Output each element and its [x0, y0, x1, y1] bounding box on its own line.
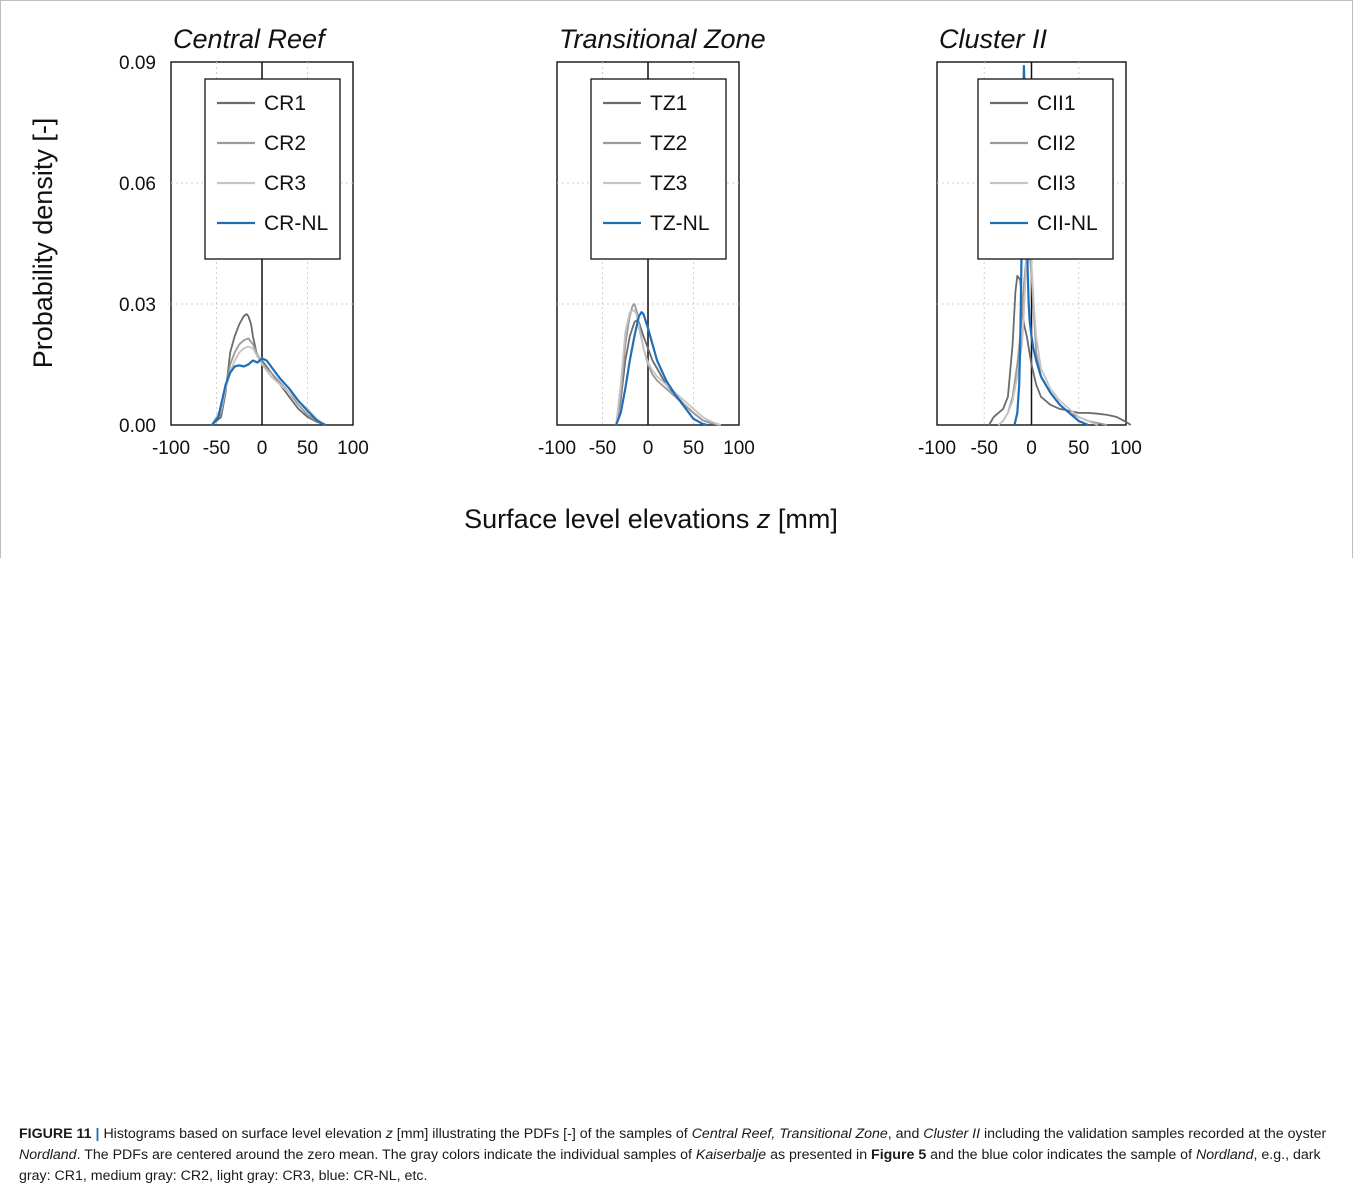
caption-fragment: Figure 5 [871, 1147, 927, 1163]
series-line-cr1 [211, 313, 326, 426]
caption-fragment: including the validation samples recorde… [980, 1126, 1327, 1142]
x-tick-label: -50 [971, 438, 998, 459]
x-tick-label: -50 [589, 438, 616, 459]
caption-fragment: Histograms based on surface level elevat… [103, 1126, 386, 1142]
x-axis-label-part: Surface level elevations [464, 504, 757, 534]
legend-label: CR-NL [264, 212, 328, 235]
y-tick-label: 0.00 [119, 416, 156, 437]
caption-fragment: as presented in [766, 1147, 872, 1163]
caption-fragment: z [385, 1126, 393, 1142]
caption-area: FIGURE 11 | Histograms based on surface … [0, 558, 1353, 1184]
x-tick-label: -100 [538, 438, 576, 459]
legend-label: CR3 [264, 172, 306, 195]
caption-fragment: . The PDFs are centered around the zero … [76, 1147, 696, 1163]
legend-label: CII1 [1037, 92, 1076, 115]
y-tick-label: 0.06 [119, 174, 156, 195]
y-axis-label: Probability density [-] [28, 118, 58, 369]
x-tick-label: 0 [1026, 438, 1037, 459]
series-line-tz3 [615, 309, 722, 426]
x-tick-label: 50 [297, 438, 318, 459]
caption-fragment: Cluster II [923, 1126, 981, 1142]
x-tick-label: 50 [683, 438, 704, 459]
histogram-chart: Central Reef -100 -50 0 50 100 CR1 CR2 CR3 CR-NL T… [28, 24, 1142, 534]
x-axis-label-part: [mm] [770, 504, 838, 534]
legend-label: TZ-NL [650, 212, 710, 235]
legend-label: CR1 [264, 92, 306, 115]
series-line-cr-nl [211, 357, 327, 427]
panel-title: Central Reef [173, 24, 327, 54]
legend-label: CR2 [264, 132, 306, 155]
x-tick-label: 0 [257, 438, 268, 459]
legend-label: CII3 [1037, 172, 1076, 195]
series-line-cii1 [988, 274, 1132, 426]
series-line-tz-nl [615, 311, 708, 427]
caption-body: Histograms based on surface level elevat… [19, 1126, 1326, 1184]
x-tick-label: -100 [918, 438, 956, 459]
caption-fragment: Nordland [19, 1147, 77, 1163]
legend-label: CII-NL [1037, 212, 1098, 235]
x-axis-label-part: z [756, 504, 771, 534]
x-tick-label: 0 [643, 438, 654, 459]
caption-label: FIGURE 11 [19, 1126, 92, 1142]
caption-fragment: Nordland [1195, 1147, 1254, 1163]
legend-box [590, 78, 727, 260]
x-axis-label: Surface level elevations z [mm] [464, 504, 838, 534]
x-tick-label: 100 [723, 438, 755, 459]
x-tick-label: -100 [152, 438, 190, 459]
legend-label: TZ3 [650, 172, 687, 195]
legend-label: TZ2 [650, 132, 687, 155]
caption-fragment: Kaiserbalje [695, 1147, 767, 1163]
series-line-cr2 [211, 337, 327, 426]
panel-title: Cluster II [939, 24, 1048, 54]
y-tick-label: 0.03 [119, 295, 156, 316]
x-tick-label: -50 [203, 438, 230, 459]
caption-fragment: , and [887, 1126, 924, 1142]
caption-separator: | [95, 1126, 100, 1142]
x-tick-label: 100 [1110, 438, 1142, 459]
legend-box [204, 78, 341, 260]
caption-fragment: [mm] illustrating the PDFs [-] of the sa… [392, 1126, 692, 1142]
panel-title: Transitional Zone [559, 24, 766, 54]
legend-label: TZ1 [650, 92, 687, 115]
x-tick-label: 100 [337, 438, 369, 459]
legend-label: CII2 [1037, 132, 1076, 155]
y-tick-label: 0.09 [119, 53, 156, 74]
x-tick-label: 50 [1068, 438, 1089, 459]
series-line-cii-nl [1013, 64, 1089, 427]
caption-fragment: and the blue color indicates the sample … [926, 1147, 1196, 1163]
figure-caption: FIGURE 11 | Histograms based on surface … [19, 1124, 1337, 1187]
caption-fragment: Central Reef, Transitional Zone [691, 1126, 888, 1142]
legend-box [977, 78, 1114, 260]
